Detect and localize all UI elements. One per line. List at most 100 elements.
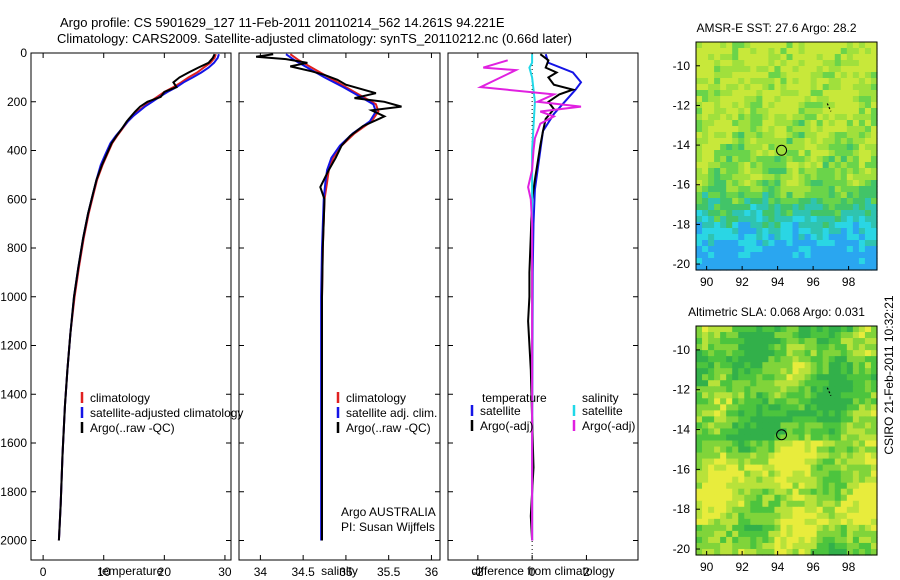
map-cell [804, 434, 812, 442]
map-cell [744, 132, 751, 139]
map-cell [810, 350, 818, 357]
map-cell [858, 222, 866, 229]
map-cell [726, 204, 733, 211]
map-cell [840, 458, 848, 466]
map-cell [708, 210, 715, 217]
map-cell [828, 144, 836, 151]
map-cell [798, 234, 806, 241]
map-cell [816, 120, 824, 127]
map-cell [816, 392, 824, 399]
map-cell [798, 518, 806, 526]
map-cell [720, 252, 727, 259]
map-cell [738, 356, 745, 363]
map-cell [744, 356, 751, 363]
map-cell [714, 246, 721, 253]
map-cell [810, 464, 818, 472]
map-cell [714, 434, 721, 442]
map-cell [720, 246, 727, 253]
map-cell [708, 542, 715, 550]
map-cell [732, 78, 739, 85]
map-cell [732, 222, 739, 229]
map-cell [798, 326, 806, 333]
map-cell [786, 216, 794, 223]
map-cell [750, 476, 757, 484]
map-cell [744, 102, 751, 109]
map-cell [714, 252, 721, 259]
map-cell [768, 216, 776, 223]
map-cell [738, 264, 745, 271]
map-cell [738, 350, 745, 357]
map-cell [762, 392, 769, 399]
map-cell [834, 96, 842, 103]
map-cell [852, 126, 860, 133]
map-cell [846, 60, 854, 67]
map-cell [762, 458, 769, 466]
map-cell [708, 72, 715, 79]
map-cell [864, 168, 872, 175]
map-cell [792, 512, 800, 520]
map-cell [720, 422, 727, 430]
map-cell [786, 338, 794, 345]
series-line-black [527, 53, 577, 541]
map-cell [780, 524, 788, 532]
map-cell [744, 162, 751, 169]
map-cell [762, 180, 769, 187]
map-cell [780, 192, 788, 199]
map-cell [756, 162, 763, 169]
map-cell [804, 228, 812, 235]
map-cell [750, 410, 757, 417]
map-cell [726, 476, 733, 484]
map-cell [870, 548, 878, 556]
map-cell [738, 332, 745, 339]
map-cell [810, 470, 818, 478]
map-cell [744, 48, 751, 55]
map-cell [780, 368, 788, 375]
map-cell [804, 90, 812, 97]
map-cell [804, 108, 812, 115]
map-cell [834, 452, 842, 460]
map-cell [840, 440, 848, 448]
x-tick-label: 36 [425, 565, 439, 579]
map-cell [840, 72, 848, 79]
map-cell [786, 356, 794, 363]
map-cell [714, 126, 721, 133]
map-cell [762, 162, 769, 169]
map-cell [852, 326, 860, 333]
map-cell [756, 422, 763, 430]
map-cell [762, 518, 769, 526]
map-cell [786, 542, 794, 550]
map-cell [708, 344, 715, 351]
map-cell [786, 132, 794, 139]
map-cell [786, 452, 794, 460]
map-cell [810, 362, 818, 369]
map-cell [756, 338, 763, 345]
map-cell [864, 204, 872, 211]
map-cell [798, 530, 806, 538]
map-cell [744, 72, 751, 79]
map-cell [708, 458, 715, 466]
map-cell [744, 198, 751, 205]
map-cell [774, 476, 782, 484]
map-cell [774, 458, 782, 466]
map-cell [816, 246, 824, 253]
map-cell [750, 506, 757, 514]
map-cell [780, 428, 788, 436]
map-cell [762, 168, 769, 175]
map-cell [780, 204, 788, 211]
map-cell [840, 386, 848, 393]
map-cell [786, 488, 794, 496]
map-cell [696, 126, 703, 133]
map-cell [708, 530, 715, 538]
map-cell [834, 210, 842, 217]
map-cell [708, 234, 715, 241]
map-cell [786, 240, 794, 247]
map-cell [696, 398, 703, 405]
map-cell [720, 54, 727, 61]
map-cell [738, 338, 745, 345]
map-cell [702, 536, 709, 544]
map-cell [762, 48, 769, 55]
map-cell [804, 156, 812, 163]
map-cell [756, 228, 763, 235]
map-cell [708, 42, 715, 49]
map-cell [756, 518, 763, 526]
